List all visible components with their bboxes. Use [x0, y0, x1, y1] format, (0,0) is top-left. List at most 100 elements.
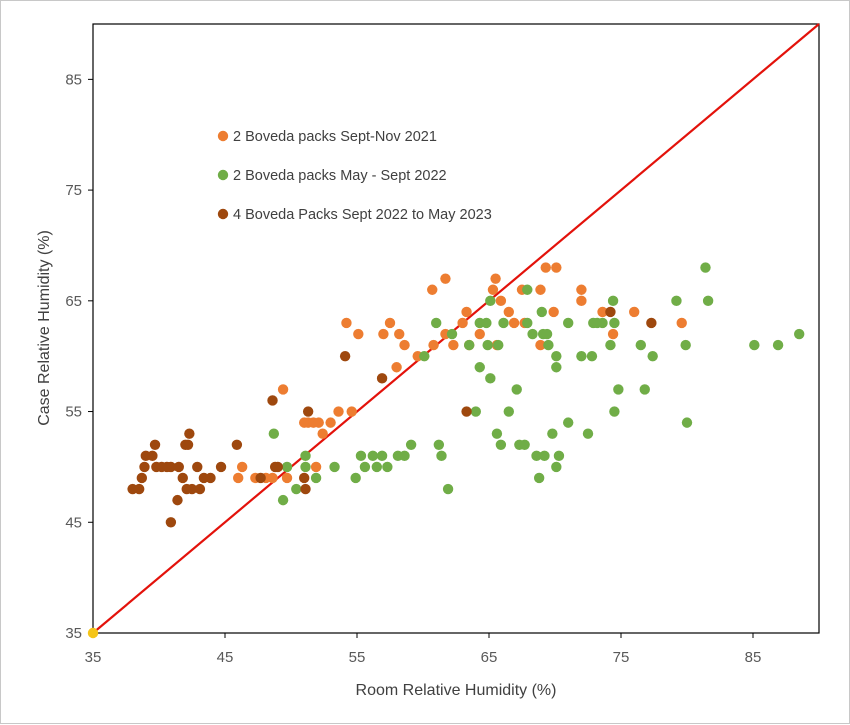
data-point — [639, 384, 650, 395]
data-point — [461, 406, 472, 417]
legend-item: 2 Boveda packs May - Sept 2022 — [217, 168, 447, 184]
data-point — [446, 328, 458, 340]
data-point — [551, 350, 562, 362]
data-point — [511, 384, 522, 395]
legend-marker — [217, 169, 229, 181]
data-point — [346, 406, 357, 417]
data-point — [551, 461, 562, 473]
legend-item: 4 Boveda Packs Sept 2022 to May 2023 — [217, 207, 492, 223]
y-axis-title: Case Relative Humidity (%) — [36, 230, 53, 426]
data-point — [302, 406, 314, 417]
data-point — [333, 406, 344, 417]
data-point — [609, 406, 620, 417]
origin-point — [87, 627, 99, 639]
data-point — [194, 483, 206, 495]
data-point — [474, 362, 485, 373]
data-point — [576, 284, 587, 295]
data-point — [493, 339, 504, 351]
legend: 2 Boveda packs Sept-Nov 2021 2 Boveda pac… — [217, 129, 492, 223]
data-point — [680, 339, 691, 351]
data-point — [267, 395, 278, 406]
data-point — [367, 450, 379, 462]
data-point — [350, 472, 361, 484]
data-point — [147, 450, 158, 462]
legend-label: 2 Boveda packs Sept-Nov 2021 — [233, 129, 437, 145]
data-point — [134, 483, 145, 495]
data-point — [268, 428, 280, 439]
data-point — [173, 461, 184, 473]
data-point — [291, 483, 302, 495]
data-point — [540, 262, 551, 273]
data-point — [548, 306, 559, 318]
data-point — [231, 439, 243, 450]
data-point — [405, 439, 417, 450]
data-point — [597, 306, 608, 318]
data-point — [700, 262, 711, 273]
series-2 — [268, 262, 805, 506]
data-point — [394, 328, 405, 340]
data-point — [382, 461, 393, 473]
data-point — [551, 262, 562, 273]
data-point — [794, 328, 805, 340]
data-points — [87, 262, 805, 639]
data-point — [317, 428, 328, 439]
data-point — [457, 317, 468, 329]
data-point — [172, 494, 183, 506]
data-point — [384, 317, 396, 329]
data-point — [448, 339, 459, 351]
data-point — [431, 317, 442, 329]
series-3 — [127, 306, 657, 528]
data-point — [635, 339, 646, 351]
data-point — [563, 417, 574, 428]
data-point — [485, 373, 496, 384]
data-point — [533, 472, 545, 484]
data-point — [503, 406, 514, 417]
legend-label: 4 Boveda Packs Sept 2022 to May 2023 — [233, 207, 492, 223]
data-point — [461, 306, 472, 318]
data-point — [508, 317, 520, 329]
data-point — [353, 328, 364, 340]
data-point — [613, 384, 624, 395]
data-point — [339, 350, 351, 362]
data-point — [376, 450, 388, 462]
data-point — [535, 284, 546, 295]
data-point — [215, 461, 227, 473]
data-point — [139, 461, 150, 473]
data-point — [749, 339, 760, 351]
data-point — [576, 295, 587, 307]
data-point — [495, 439, 507, 450]
data-point — [399, 339, 410, 351]
x-tick-label: 55 — [349, 649, 366, 666]
y-tick-label: 55 — [65, 404, 82, 421]
series-1 — [233, 262, 687, 484]
data-point — [491, 428, 503, 439]
data-point — [255, 472, 266, 484]
data-point — [427, 284, 438, 295]
x-tick-labels: 35 45 55 65 75 85 — [85, 649, 762, 666]
data-point — [300, 450, 311, 462]
x-tick-label: 85 — [745, 649, 762, 666]
data-point — [702, 295, 714, 307]
data-point — [482, 339, 493, 351]
data-point — [539, 450, 550, 462]
data-point — [325, 417, 336, 428]
data-point — [355, 450, 367, 462]
data-point — [136, 472, 148, 484]
data-point — [359, 461, 371, 473]
y-tick-labels: 35 45 55 65 75 85 — [65, 71, 82, 642]
data-point — [442, 483, 454, 495]
y-tick-label: 35 — [65, 625, 82, 642]
data-point — [551, 362, 562, 373]
data-point — [440, 273, 451, 284]
legend-label: 2 Boveda packs May - Sept 2022 — [233, 168, 447, 184]
data-point — [205, 472, 216, 484]
data-point — [531, 450, 542, 462]
legend-marker — [217, 130, 229, 142]
data-point — [310, 461, 322, 473]
data-point — [376, 373, 388, 384]
data-point — [419, 350, 430, 362]
data-point — [329, 461, 340, 473]
data-point — [607, 328, 619, 340]
data-point — [576, 350, 587, 362]
